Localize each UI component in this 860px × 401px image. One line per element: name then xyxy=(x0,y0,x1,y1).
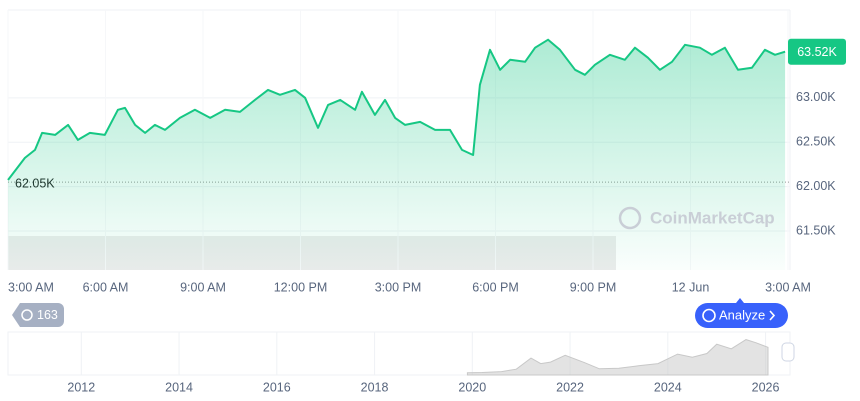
navigator-year-label: 2018 xyxy=(361,380,389,394)
history-badge[interactable]: 163 xyxy=(12,303,64,327)
y-tick-label: 63.00K xyxy=(796,90,836,104)
x-tick-label: 3:00 PM xyxy=(375,280,422,294)
navigator-area xyxy=(466,339,769,376)
price-area xyxy=(8,39,786,271)
price-line xyxy=(7,38,786,181)
x-tick-label: 9:00 PM xyxy=(570,280,617,294)
navigator-year-label: 2014 xyxy=(165,380,193,394)
x-tick-label: 9:00 AM xyxy=(180,280,226,294)
navigator-year-label: 2012 xyxy=(67,380,95,394)
navigator-year-label: 2026 xyxy=(752,380,780,394)
navigator: 2012 2014 2016 2018 2020 2022 2024 2026 xyxy=(67,332,780,394)
watermark-text: CoinMarketCap xyxy=(650,208,775,227)
main-chart: 61.50K 62.00K 62.50K 63.00K 3:00 AM 6:00 AM 9:… xyxy=(7,10,846,294)
current-price-badge xyxy=(788,38,846,65)
y-tick-label: 62.50K xyxy=(796,135,836,149)
navigator-handle[interactable] xyxy=(781,342,795,362)
current-price-label: 63.52K xyxy=(797,45,837,59)
navigator-year-label: 2024 xyxy=(654,380,682,394)
watermark: CoinMarketCap xyxy=(618,206,775,230)
x-tick-label: 6:00 PM xyxy=(472,280,519,294)
x-tick-label: 12 Jun xyxy=(672,280,710,294)
x-tick-label: 6:00 AM xyxy=(83,280,129,294)
history-count: 163 xyxy=(37,308,58,322)
x-tick-label: 3:00 AM xyxy=(765,280,811,294)
navigator-year-label: 2022 xyxy=(556,380,584,394)
x-tick-label: 3:00 AM xyxy=(8,280,54,294)
y-tick-label: 61.50K xyxy=(796,223,836,237)
y-tick-label: 62.00K xyxy=(796,179,836,193)
analyze-label[interactable]: Analyze xyxy=(719,307,765,322)
x-tick-label: 12:00 PM xyxy=(274,280,328,294)
navigator-year-label: 2016 xyxy=(263,380,291,394)
navigator-year-label: 2020 xyxy=(458,380,486,394)
analyze-button[interactable]: Analyze xyxy=(695,298,788,328)
